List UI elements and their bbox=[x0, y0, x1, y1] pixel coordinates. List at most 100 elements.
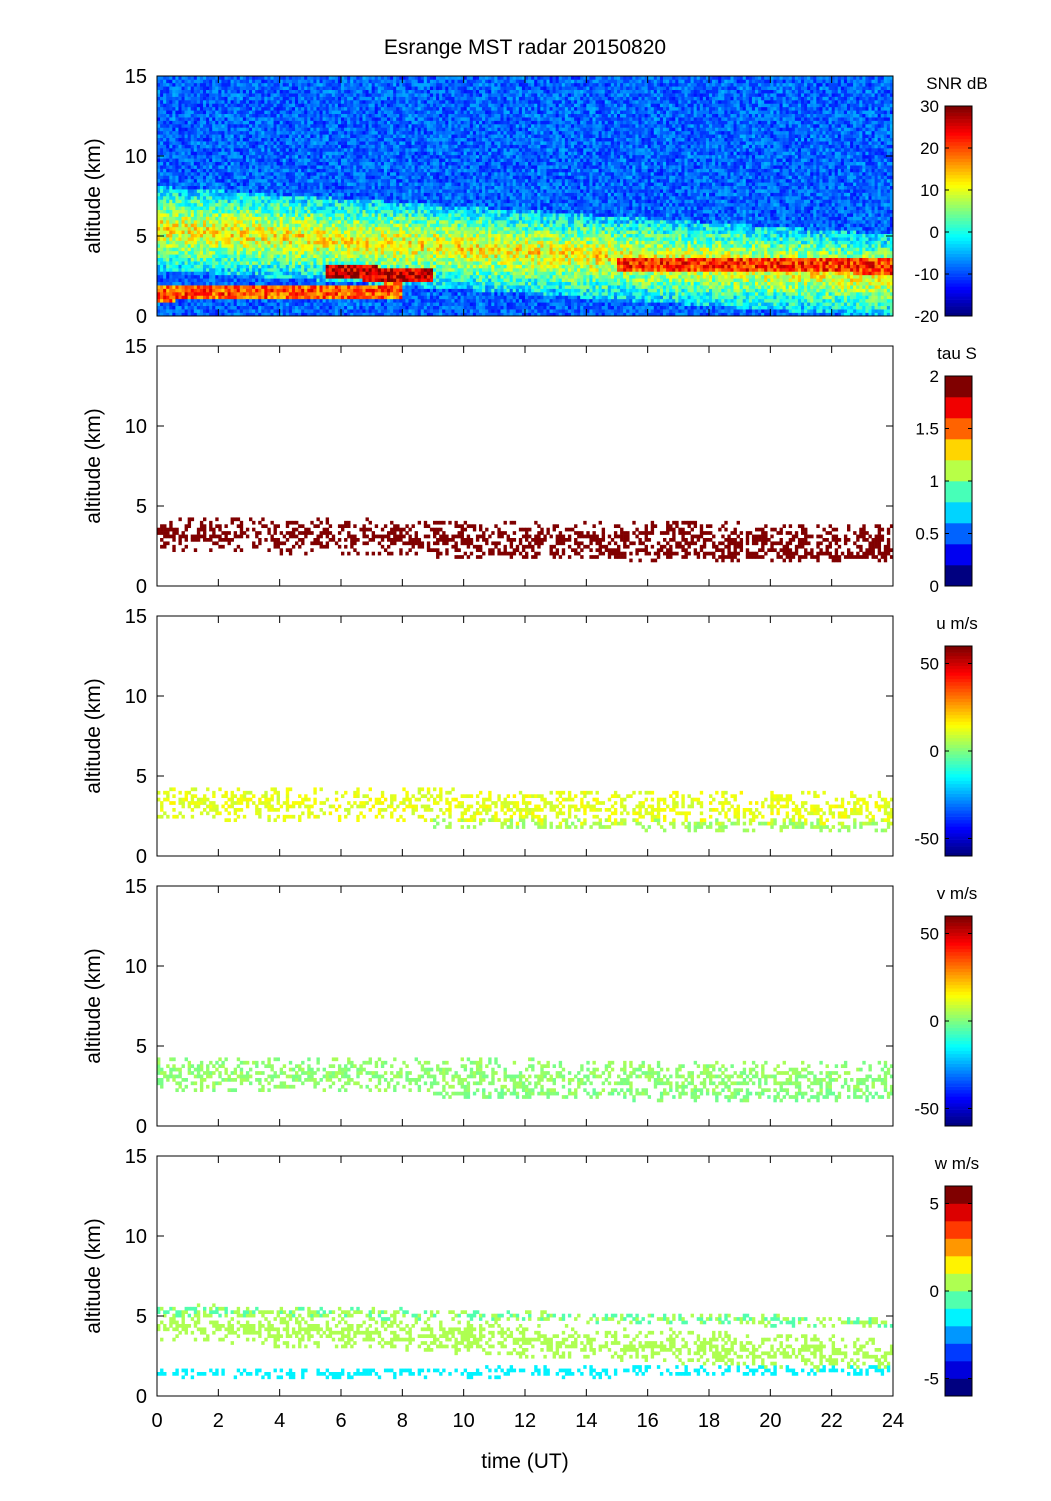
heatmap-cell bbox=[316, 93, 320, 97]
heatmap-cell bbox=[267, 281, 271, 286]
heatmap-cell bbox=[172, 120, 176, 125]
heatmap-cell bbox=[252, 137, 256, 142]
heatmap-cell bbox=[218, 151, 222, 156]
heatmap-cell bbox=[261, 82, 265, 87]
heatmap-cell bbox=[206, 82, 210, 87]
heatmap-cell bbox=[295, 117, 299, 121]
heatmap-cell bbox=[282, 295, 287, 300]
heatmap-cell bbox=[172, 206, 176, 211]
heatmap-cell bbox=[221, 168, 225, 173]
heatmap-cell bbox=[160, 144, 164, 149]
heatmap-cell bbox=[184, 110, 188, 115]
heatmap-cell bbox=[365, 144, 369, 149]
heatmap-cell bbox=[230, 113, 234, 118]
heatmap-cell bbox=[236, 220, 241, 224]
heatmap-cell bbox=[365, 209, 369, 214]
heatmap-cell bbox=[368, 165, 372, 169]
heatmap-cell bbox=[242, 158, 247, 163]
heatmap-cell bbox=[236, 281, 241, 286]
heatmap-cell bbox=[221, 79, 225, 84]
heatmap-cell bbox=[255, 93, 259, 97]
heatmap-cell bbox=[325, 298, 330, 303]
heatmap-cell bbox=[193, 244, 198, 248]
heatmap-cell bbox=[301, 96, 305, 101]
heatmap-cell bbox=[193, 288, 198, 293]
heatmap-cell bbox=[347, 120, 351, 125]
heatmap-cell bbox=[181, 151, 185, 156]
heatmap-cell bbox=[169, 86, 173, 91]
heatmap-cell bbox=[224, 86, 228, 91]
heatmap-cell bbox=[258, 268, 262, 272]
heatmap-cell bbox=[249, 278, 253, 283]
heatmap-cell bbox=[322, 199, 326, 204]
heatmap-cell bbox=[316, 285, 320, 289]
heatmap-cell bbox=[221, 292, 225, 296]
heatmap-cell bbox=[215, 76, 219, 80]
heatmap-cell bbox=[328, 158, 333, 163]
heatmap-cell bbox=[368, 240, 372, 245]
heatmap-cell bbox=[279, 223, 284, 228]
heatmap-cell bbox=[157, 103, 161, 108]
heatmap-cell bbox=[365, 233, 369, 238]
heatmap-cell bbox=[353, 250, 357, 255]
heatmap-cell bbox=[347, 196, 351, 200]
heatmap-cell bbox=[199, 113, 204, 118]
heatmap-cell bbox=[193, 96, 198, 101]
heatmap-cell bbox=[169, 202, 173, 207]
heatmap-cell bbox=[328, 202, 333, 207]
heatmap-cell bbox=[209, 120, 213, 125]
heatmap-cell bbox=[285, 161, 290, 166]
heatmap-cell bbox=[337, 271, 342, 276]
heatmap-cell bbox=[264, 220, 268, 224]
heatmap-cell bbox=[276, 288, 280, 293]
heatmap-cell bbox=[209, 312, 213, 317]
heatmap-cell bbox=[319, 230, 323, 235]
heatmap-cell bbox=[242, 312, 247, 317]
heatmap-cell bbox=[255, 257, 259, 262]
heatmap-cell bbox=[172, 244, 176, 248]
heatmap-cell bbox=[273, 82, 277, 87]
heatmap-cell bbox=[325, 264, 330, 269]
heatmap-cell bbox=[264, 113, 268, 118]
heatmap-cell bbox=[163, 292, 167, 296]
heatmap-cell bbox=[313, 137, 317, 142]
heatmap-cell bbox=[270, 209, 274, 214]
heatmap-cell bbox=[261, 137, 265, 142]
heatmap-cell bbox=[242, 89, 247, 94]
heatmap-cell bbox=[276, 172, 280, 176]
heatmap-cell bbox=[316, 237, 320, 241]
heatmap-cell bbox=[368, 250, 372, 255]
heatmap-cell bbox=[282, 168, 287, 173]
heatmap-cell bbox=[304, 165, 308, 169]
heatmap-cell bbox=[157, 192, 161, 197]
heatmap-cell bbox=[169, 178, 173, 183]
heatmap-cell bbox=[242, 161, 247, 166]
heatmap-cell bbox=[175, 199, 179, 204]
heatmap-cell bbox=[282, 137, 287, 142]
heatmap-cell bbox=[175, 151, 179, 156]
heatmap-cell bbox=[368, 223, 372, 228]
heatmap-cell bbox=[307, 257, 311, 262]
heatmap-cell bbox=[264, 295, 268, 300]
heatmap-cell bbox=[252, 288, 256, 293]
heatmap-cell bbox=[242, 298, 247, 303]
heatmap-cell bbox=[298, 106, 302, 111]
heatmap-cell bbox=[285, 158, 290, 163]
heatmap-cell bbox=[181, 106, 185, 111]
heatmap-cell bbox=[291, 220, 296, 224]
heatmap-cell bbox=[157, 189, 161, 193]
heatmap-cell bbox=[282, 106, 287, 111]
heatmap-cell bbox=[350, 182, 354, 187]
heatmap-cell bbox=[359, 254, 363, 259]
heatmap-cell bbox=[298, 309, 302, 313]
heatmap-cell bbox=[371, 254, 376, 259]
heatmap-cell bbox=[172, 216, 176, 221]
heatmap-cell bbox=[322, 233, 326, 238]
heatmap-cell bbox=[178, 113, 182, 118]
heatmap-cell bbox=[344, 226, 348, 231]
heatmap-cell bbox=[316, 79, 320, 84]
heatmap-cell bbox=[199, 202, 204, 207]
heatmap-cell bbox=[221, 199, 225, 204]
heatmap-cell bbox=[356, 223, 360, 228]
heatmap-cell bbox=[258, 151, 262, 156]
